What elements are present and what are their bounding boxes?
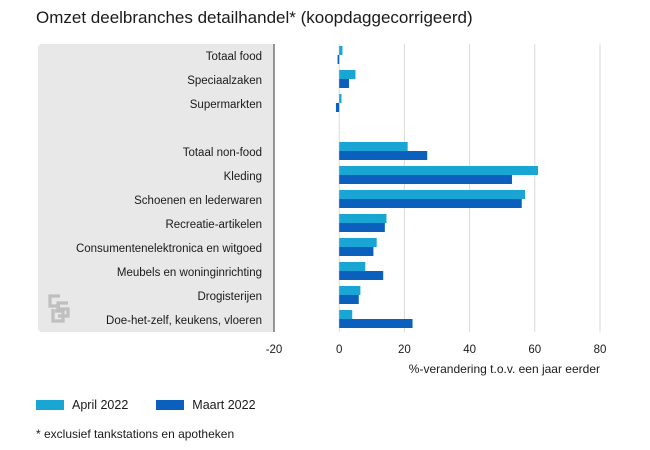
legend-item-april: April 2022 [36, 398, 128, 412]
bar [339, 79, 349, 88]
bar [339, 295, 359, 304]
bar [339, 70, 356, 79]
bar [339, 46, 343, 55]
x-tick-label: -20 [266, 344, 283, 356]
legend: April 2022 Maart 2022 [36, 398, 256, 412]
x-tick-label: 60 [528, 344, 541, 356]
bar [339, 310, 353, 319]
category-label: Recreatie-artikelen [165, 219, 262, 231]
bar [339, 214, 387, 223]
bar [339, 175, 512, 184]
legend-item-maart: Maart 2022 [156, 398, 256, 412]
category-label: Kleding [224, 171, 262, 183]
bar [339, 319, 413, 328]
bar [339, 190, 526, 199]
plot-area [274, 44, 626, 332]
bar [339, 199, 522, 208]
x-tick-label: 80 [594, 344, 607, 356]
bar-chart: Totaal food Speciaalzaken Supermarkten Tota… [38, 44, 626, 376]
bar [339, 166, 539, 175]
category-label: Doe-het-zelf, keukens, vloeren [106, 315, 262, 327]
legend-label-april: April 2022 [72, 398, 129, 412]
x-tick-label: 20 [398, 344, 411, 356]
x-tick-label: 40 [463, 344, 476, 356]
bar [335, 103, 340, 112]
bar [339, 223, 385, 232]
bar [339, 94, 342, 103]
bar [337, 55, 340, 64]
bar [339, 238, 377, 247]
chart-title: Omzet deelbranches detailhandel* (koopda… [36, 8, 473, 27]
category-label: Supermarkten [190, 99, 262, 111]
x-axis-title: %-verandering t.o.v. een jaar eerder [409, 362, 600, 376]
bar [339, 247, 374, 256]
category-label: Consumentenelektronica en witgoed [76, 243, 262, 255]
category-label: Meubels en woninginrichting [117, 267, 262, 279]
bar [339, 271, 384, 280]
bar [339, 151, 428, 160]
legend-label-maart: Maart 2022 [192, 398, 256, 412]
category-label: Drogisterijen [197, 291, 262, 303]
bar [339, 262, 366, 271]
category-label: Speciaalzaken [187, 75, 262, 87]
footnote: * exclusief tankstations en apotheken [36, 427, 235, 441]
category-label: Totaal non-food [183, 147, 262, 159]
bar [339, 142, 408, 151]
category-label: Totaal food [206, 51, 262, 63]
bar [339, 286, 361, 295]
x-tick-label: 0 [336, 344, 342, 356]
cbs-logo-icon [48, 294, 70, 323]
category-label: Schoenen en lederwaren [134, 195, 262, 207]
legend-swatch-maart [156, 400, 185, 410]
legend-swatch-april [36, 400, 64, 410]
